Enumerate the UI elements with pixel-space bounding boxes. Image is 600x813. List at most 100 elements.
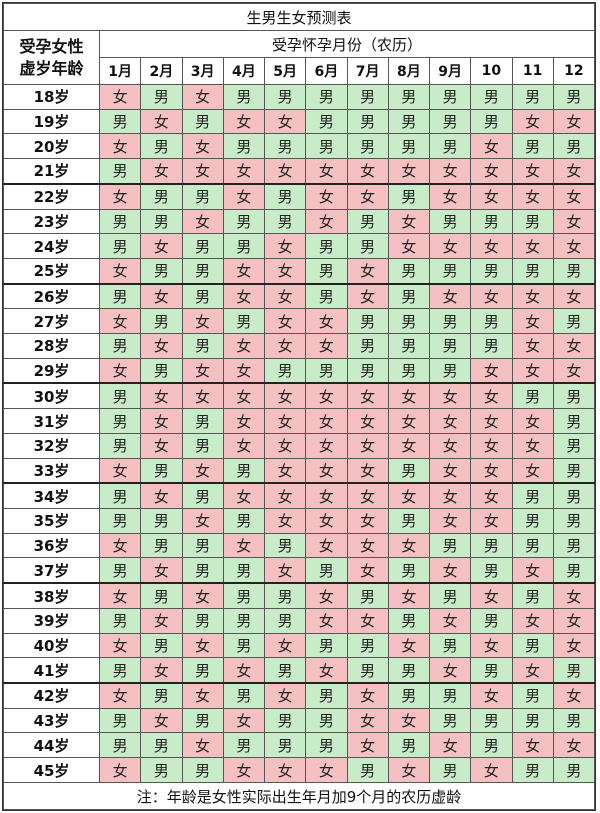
girl-cell: 女: [305, 382, 348, 410]
girl-cell: 女: [263, 432, 307, 459]
boy-cell: 男: [222, 582, 266, 609]
girl-cell: 女: [263, 457, 307, 484]
boy-cell: 男: [470, 333, 513, 359]
girl-cell: 女: [552, 582, 596, 609]
girl-cell: 女: [98, 133, 142, 160]
girl-cell: 女: [387, 532, 431, 559]
girl-cell: 女: [428, 282, 472, 310]
girl-cell: 女: [511, 557, 554, 584]
boy-cell: 男: [222, 508, 266, 534]
boy-cell: 男: [387, 682, 431, 709]
boy-cell: 男: [305, 108, 348, 135]
girl-cell: 女: [305, 582, 348, 609]
boy-cell: 男: [511, 382, 554, 410]
gender-prediction-table: 生男生女预测表 受孕女性 虚岁年龄 受孕怀孕月份（农历） 1月 2月 3月 4月 5月 6…: [3, 3, 596, 810]
girl-cell: 女: [511, 282, 554, 310]
boy-cell: 男: [222, 133, 266, 160]
boy-cell: 男: [181, 657, 224, 684]
table-row: 20岁女男女男男男男男男女男男: [3, 133, 596, 160]
boy-cell: 男: [305, 282, 348, 310]
girl-cell: 女: [98, 308, 142, 335]
girl-cell: 女: [181, 382, 224, 410]
table-row: 38岁女男女男男女男女男女男女: [3, 582, 596, 609]
girl-cell: 女: [181, 732, 224, 759]
girl-cell: 女: [222, 432, 266, 459]
boy-cell: 男: [140, 532, 183, 559]
age-cell: 43岁: [3, 707, 100, 734]
boy-cell: 男: [140, 357, 183, 384]
girl-cell: 女: [346, 282, 389, 310]
boy-cell: 男: [98, 432, 142, 459]
boy-cell: 男: [428, 308, 472, 335]
girl-cell: 女: [263, 108, 307, 135]
boy-cell: 男: [552, 532, 596, 559]
girl-cell: 女: [552, 682, 596, 709]
girl-cell: 女: [387, 432, 431, 459]
boy-cell: 男: [305, 257, 348, 285]
month-header-cell: 9月: [428, 57, 472, 85]
girl-cell: 女: [98, 582, 142, 609]
table-row: 19岁男女男女女男男男男男女女: [3, 108, 596, 135]
boy-cell: 男: [511, 632, 554, 659]
boy-cell: 男: [552, 707, 596, 734]
boy-cell: 男: [552, 257, 596, 285]
boy-cell: 男: [511, 208, 554, 235]
age-cell: 18岁: [3, 84, 100, 110]
girl-cell: 女: [305, 657, 348, 684]
boy-cell: 男: [181, 757, 224, 783]
table-row: 18岁女男女男男男男男男男男男: [3, 84, 596, 110]
girl-cell: 女: [428, 457, 472, 484]
boy-cell: 男: [387, 84, 431, 110]
girl-cell: 女: [511, 408, 554, 434]
table-row: 44岁男男女男男男女男女男女女: [3, 732, 596, 759]
months-header: 受孕怀孕月份（农历）: [99, 30, 595, 58]
girl-cell: 女: [305, 182, 348, 210]
girl-cell: 女: [346, 682, 389, 709]
boy-cell: 男: [470, 732, 513, 759]
age-cell: 38岁: [3, 582, 100, 609]
age-cell: 45岁: [3, 757, 100, 783]
girl-cell: 女: [387, 382, 431, 410]
boy-cell: 男: [98, 108, 142, 135]
girl-cell: 女: [346, 482, 389, 510]
girl-cell: 女: [140, 382, 183, 410]
girl-cell: 女: [387, 482, 431, 510]
boy-cell: 男: [263, 133, 307, 160]
boy-cell: 男: [511, 84, 554, 110]
girl-cell: 女: [140, 233, 183, 259]
girl-cell: 女: [387, 632, 431, 659]
boy-cell: 男: [346, 582, 389, 609]
boy-cell: 男: [222, 233, 266, 259]
girl-cell: 女: [181, 158, 224, 185]
girl-cell: 女: [470, 233, 513, 259]
table-row: 43岁男女男女男男女女男男男男: [3, 707, 596, 734]
boy-cell: 男: [140, 732, 183, 759]
boy-cell: 男: [470, 607, 513, 634]
girl-cell: 女: [140, 557, 183, 584]
girl-cell: 女: [346, 508, 389, 534]
girl-cell: 女: [98, 84, 142, 110]
boy-cell: 男: [181, 233, 224, 259]
girl-cell: 女: [98, 682, 142, 709]
table-title: 生男生女预测表: [3, 3, 595, 31]
girl-cell: 女: [470, 482, 513, 510]
girl-cell: 女: [263, 308, 307, 335]
boy-cell: 男: [98, 282, 142, 310]
boy-cell: 男: [98, 508, 142, 534]
boy-cell: 男: [428, 757, 472, 783]
girl-cell: 女: [305, 607, 348, 634]
table-row: 21岁男女女女女女女女女女女女: [3, 158, 596, 185]
girl-cell: 女: [98, 257, 142, 285]
girl-cell: 女: [470, 357, 513, 384]
girl-cell: 女: [428, 408, 472, 434]
girl-cell: 女: [222, 257, 266, 285]
table-row: 34岁男女男女女女女女女女男男: [3, 482, 596, 510]
girl-cell: 女: [263, 508, 307, 534]
girl-cell: 女: [181, 682, 224, 709]
girl-cell: 女: [346, 257, 389, 285]
boy-cell: 男: [346, 108, 389, 135]
age-cell: 40岁: [3, 632, 100, 659]
girl-cell: 女: [428, 557, 472, 584]
girl-cell: 女: [346, 457, 389, 484]
girl-cell: 女: [98, 357, 142, 384]
